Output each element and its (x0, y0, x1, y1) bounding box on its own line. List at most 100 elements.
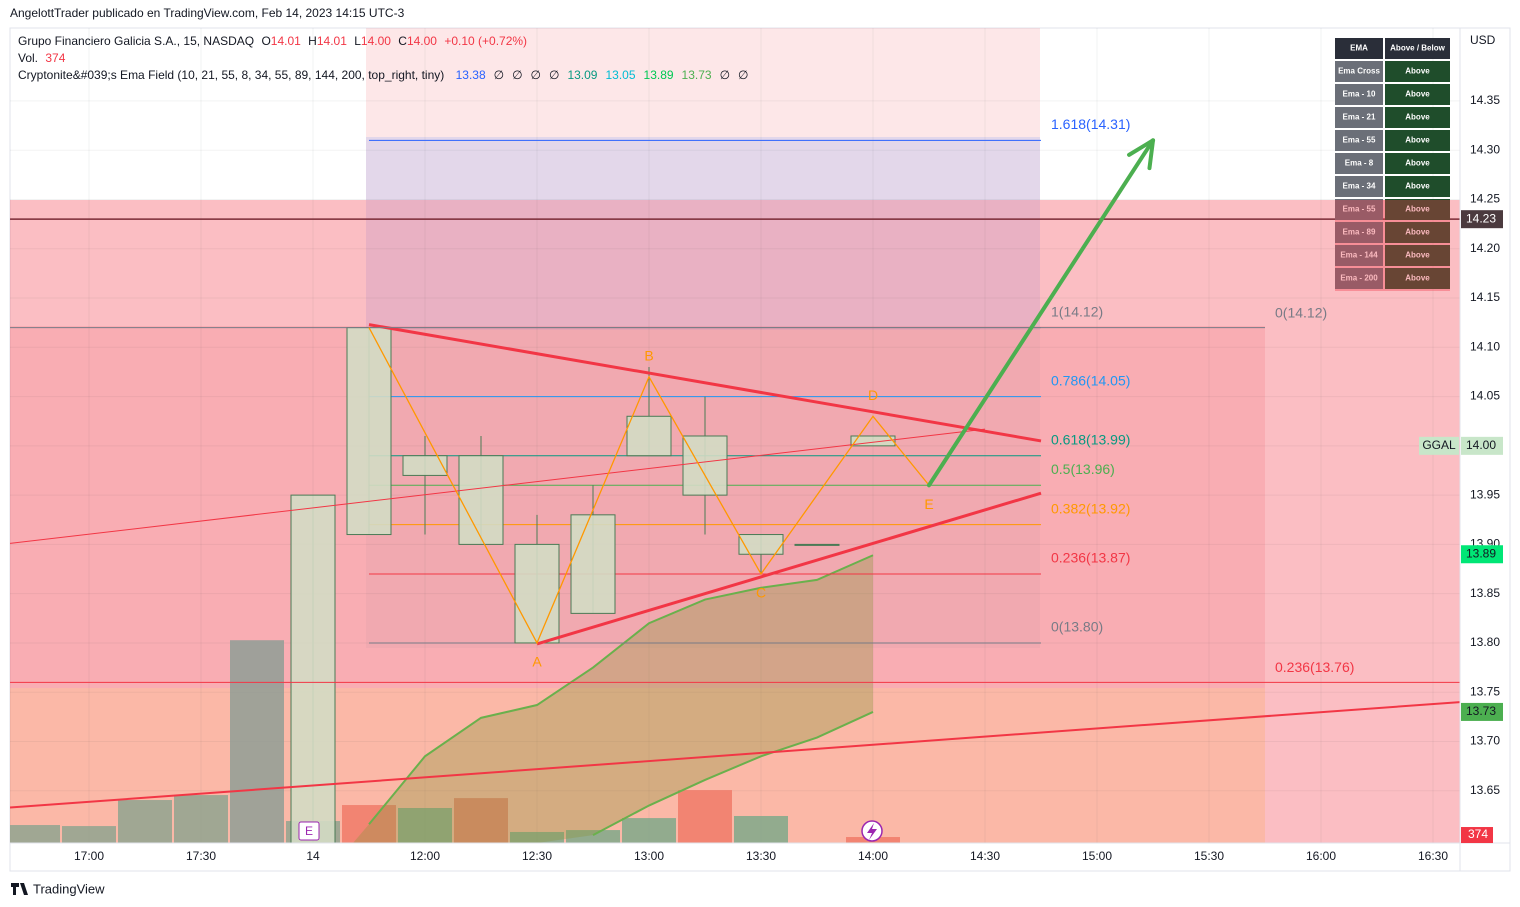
volume-bar (622, 818, 676, 843)
indicator-value: 13.09 (567, 68, 597, 82)
table-cell (1335, 130, 1383, 151)
symbol-tag: GGAL (1422, 438, 1456, 452)
price-label: 14.23 (1466, 211, 1496, 225)
fib-label: 0(13.80) (1051, 619, 1103, 635)
y-tick-label: 13.75 (1470, 684, 1500, 698)
legend-value: 14.01 (317, 34, 347, 48)
fib-label: 0.786(14.05) (1051, 372, 1130, 388)
pattern-label: C (756, 585, 766, 601)
legend-value: 374 (45, 51, 65, 65)
table-cell (1335, 245, 1383, 266)
legend-line: Cryptonite&#039;s Ema Field (10, 21, 55,… (18, 68, 748, 82)
table-text: Ema - 55 (1343, 205, 1376, 214)
table-overlay (1335, 200, 1450, 291)
x-tick-label: 15:30 (1194, 849, 1224, 863)
arrow-head (1127, 138, 1155, 157)
trend-line (368, 323, 1042, 443)
publisher: AngelottTrader publicado en TradingView.… (10, 6, 405, 20)
table-cell (1385, 176, 1450, 197)
x-tick-label: 16:30 (1418, 849, 1448, 863)
x-tick-label: 13:00 (634, 849, 664, 863)
x-tick-label: 13:30 (746, 849, 776, 863)
fib-label: 1.618(14.31) (1051, 116, 1130, 132)
volume-label-bg (1461, 827, 1493, 844)
zone (366, 28, 1040, 200)
candle-body (794, 543, 840, 546)
price-label-bg (1461, 545, 1503, 564)
volume-bar (678, 790, 732, 843)
table-text: Above (1405, 113, 1430, 122)
trend-line (10, 428, 986, 544)
y-tick-label: 14.05 (1470, 389, 1500, 403)
earnings-label[interactable]: E (305, 824, 313, 838)
pattern-label: A (532, 654, 542, 670)
volume-bar (10, 825, 60, 843)
brand: TradingView (33, 881, 105, 896)
y-tick-label: 14.15 (1470, 290, 1500, 304)
table-text: Above (1405, 205, 1430, 214)
price-label-bg (1461, 436, 1503, 455)
table-cell (1385, 199, 1450, 220)
candle-body (570, 514, 616, 614)
table-cell (1335, 268, 1383, 289)
zone (366, 137, 1040, 330)
legend-key: L (354, 34, 361, 48)
y-tick-label: 14.10 (1470, 339, 1500, 353)
table-cell (1335, 38, 1383, 59)
indicator-value: ∅ (494, 68, 504, 82)
table-text: Ema - 10 (1343, 90, 1376, 99)
table-cell (1385, 222, 1450, 243)
price-label: 14.00 (1466, 438, 1496, 452)
table-text: Ema - 21 (1343, 113, 1376, 122)
table-text: Ema - 34 (1343, 182, 1376, 191)
table-cell (1335, 61, 1383, 82)
legend-key: Vol. (18, 51, 38, 65)
fib-label: 1(14.12) (1051, 303, 1103, 319)
price-label-bg (1461, 702, 1503, 721)
candle-body (626, 415, 672, 457)
table-cell (1385, 84, 1450, 105)
earnings-marker[interactable] (298, 821, 320, 841)
table-text: Ema - 55 (1343, 136, 1376, 145)
ema-fill (353, 555, 873, 843)
price-label: 13.89 (1466, 546, 1496, 560)
arrow-head (1147, 138, 1155, 171)
table-text: Above (1405, 274, 1430, 283)
legend-value: 14.00 (361, 34, 391, 48)
indicator-value: ∅ (738, 68, 748, 82)
candle-body (850, 435, 896, 447)
legend-line: Grupo Financiero Galicia S.A., 15, NASDA… (18, 34, 527, 48)
indicator-value: ∅ (531, 68, 541, 82)
table-cell (1335, 222, 1383, 243)
volume-bar (398, 808, 452, 843)
indicator-value: 13.38 (456, 68, 486, 82)
volume-bar (174, 795, 228, 843)
currency: USD (1470, 33, 1496, 47)
y-tick-label: 13.95 (1470, 487, 1500, 501)
pattern-label: E (924, 496, 933, 512)
pattern-label: D (868, 387, 878, 403)
indicator-value: 13.89 (644, 68, 674, 82)
legend-line: Vol. 374 (18, 51, 66, 65)
table-cell (1385, 153, 1450, 174)
arrow-line (927, 138, 1155, 488)
volume-bar (62, 826, 116, 843)
symbol: Grupo Financiero Galicia S.A., 15, NASDA… (18, 34, 254, 48)
legend-value: 14.01 (271, 34, 301, 48)
table-text: Above (1405, 251, 1430, 260)
y-tick-label: 14.25 (1470, 192, 1500, 206)
ema-line (592, 711, 874, 837)
table-text: Above (1405, 159, 1430, 168)
table-text: Above (1405, 182, 1430, 191)
fib-label: 0.5(13.96) (1051, 461, 1115, 477)
fib-label: 0(14.12) (1275, 304, 1327, 320)
table-cell (1385, 268, 1450, 289)
table-text: Above (1405, 67, 1430, 76)
indicator-value: 13.73 (682, 68, 712, 82)
pattern-label: B (644, 348, 653, 364)
x-tick-label: 12:00 (410, 849, 440, 863)
table-text: Above (1405, 228, 1430, 237)
candle-body (402, 455, 448, 476)
table-text: Above (1405, 136, 1430, 145)
indicator-value: ∅ (720, 68, 730, 82)
